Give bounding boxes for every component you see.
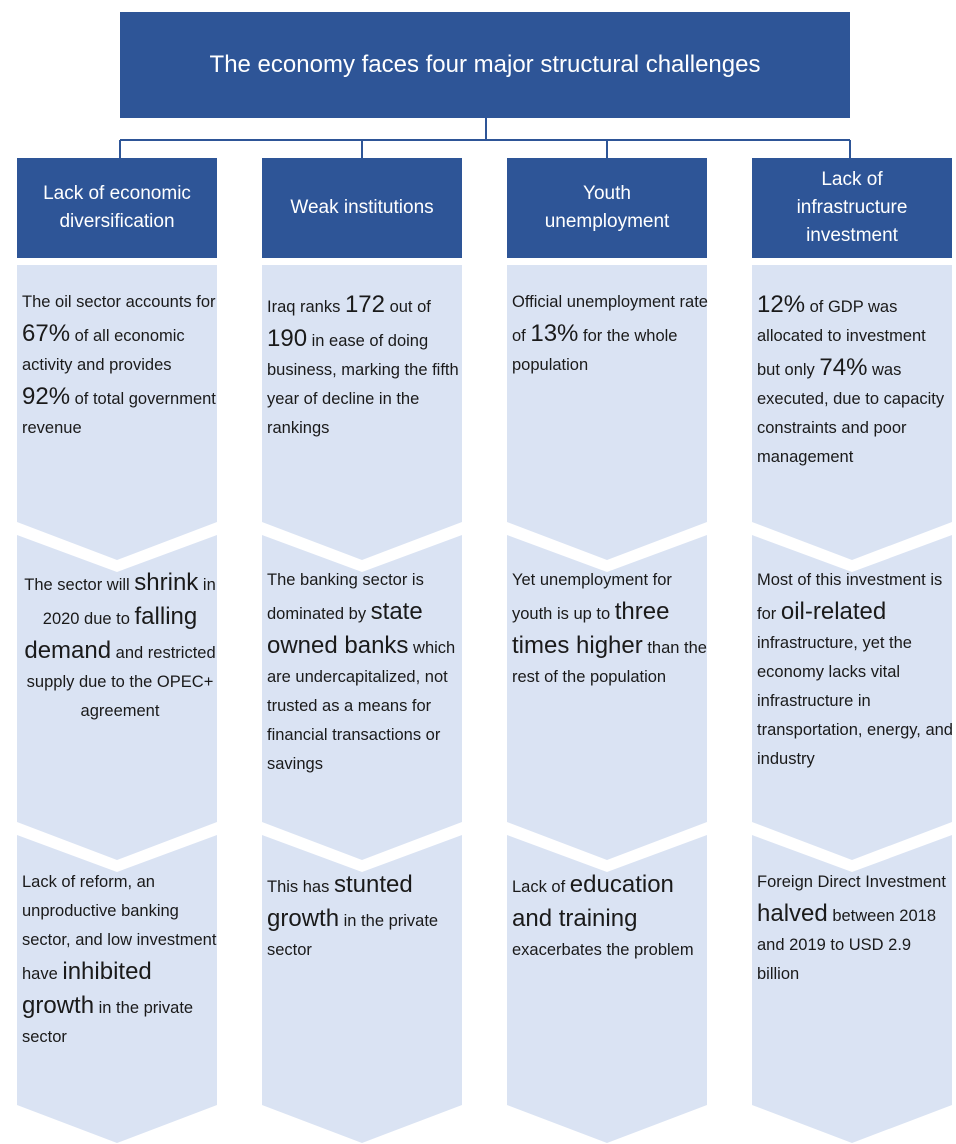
emphasis-text: state owned banks [267, 598, 423, 659]
text-run: infrastructure, yet the economy lacks vi… [757, 634, 953, 768]
emphasis-text: 190 [267, 325, 308, 352]
box-text: Most of this investment is for oil-relat… [757, 566, 953, 774]
chevron-box [507, 535, 707, 860]
text-run: The sector will [24, 576, 135, 594]
text-run: between 2018 and 2019 to USD 2.9 billion [757, 907, 936, 983]
text-run: in the private sector [22, 999, 194, 1046]
header-box [17, 158, 217, 258]
title: The economy faces four major structural … [209, 51, 761, 78]
box-text: 12% of GDP was allocated to investment b… [757, 288, 953, 472]
emphasis-text: stunted growth [267, 871, 413, 932]
chevron-box [262, 535, 462, 860]
text-run: The banking sector is dominated by [267, 571, 424, 623]
text-run: of GDP was allocated to investment but o… [757, 298, 926, 379]
emphasis-text: falling demand [24, 603, 198, 664]
text-run: out of [385, 298, 431, 316]
text-run: The oil sector accounts for [22, 293, 216, 311]
box-text: The oil sector accounts for 67% of all e… [22, 288, 218, 443]
text-run: Yet unemployment for youth is up to [512, 571, 672, 623]
box-text: The sector will shrink in 2020 due to fa… [22, 566, 218, 726]
text-run: of all economic activity and provides [22, 327, 185, 374]
chevron-box [262, 835, 462, 1143]
title-box [120, 12, 850, 118]
text-run: which are undercapitalized, not trusted … [267, 639, 456, 773]
box-text: Iraq ranks 172 out of 190 in ease of doi… [267, 288, 463, 443]
text-run: Official unemployment rate of [512, 293, 708, 345]
column-header: Lack of infrastructure investment [796, 169, 908, 246]
text-run: Iraq ranks [267, 298, 345, 316]
box-text: Foreign Direct Investment halved between… [757, 868, 953, 989]
text-run: was executed, due to capacity constraint… [757, 361, 945, 466]
emphasis-text: oil-related [780, 598, 887, 625]
chevron-box [17, 835, 217, 1143]
text-run: and restricted supply due to the OPEC+ a… [26, 644, 216, 720]
emphasis-text: 172 [344, 291, 385, 318]
text-run: This has [267, 878, 334, 896]
emphasis-text: 92% [22, 383, 71, 410]
text-run: Foreign Direct Investment [757, 873, 946, 891]
column-header: Weak institutions [290, 197, 434, 218]
box-text: This has stunted growth in the private s… [267, 868, 463, 965]
chevron-box [17, 535, 217, 860]
text-run: of total government revenue [22, 390, 216, 437]
box-text: The banking sector is dominated by state… [267, 566, 463, 779]
chevron-box [507, 835, 707, 1143]
connectors [119, 118, 851, 158]
header-box [262, 158, 462, 258]
text-run: in 2020 due to [42, 576, 216, 628]
column-header: Lack of economic diversification [43, 183, 191, 232]
text-run: in ease of doing business, marking the f… [267, 332, 459, 437]
column-header: Youth unemployment [544, 183, 670, 232]
chevron-box [752, 535, 952, 860]
emphasis-text: 12% [757, 291, 806, 318]
chevron-box [752, 265, 952, 560]
box-text: Lack of reform, an unproductive banking … [22, 868, 218, 1052]
box-text: Official unemployment rate of 13% for th… [512, 288, 708, 380]
text-run: Most of this investment is for [757, 571, 943, 623]
emphasis-text: 67% [22, 320, 71, 347]
box-text: Yet unemployment for youth is up to thre… [512, 566, 708, 692]
emphasis-text: halved [757, 900, 828, 927]
text-run: exacerbates the problem [512, 941, 694, 959]
emphasis-text: 13% [530, 320, 579, 347]
chevron-box [17, 265, 217, 560]
chevron-box [507, 265, 707, 560]
text-run: for the whole population [512, 327, 678, 374]
text-run: than the rest of the population [512, 639, 707, 686]
chevron-box [752, 835, 952, 1143]
emphasis-text: 74% [819, 354, 868, 381]
chevron-box [262, 265, 462, 560]
text-run: Lack of reform, an unproductive banking … [22, 873, 217, 983]
header-box [752, 158, 952, 258]
emphasis-text: inhibited growth [22, 958, 152, 1019]
emphasis-text: three times higher [512, 598, 670, 659]
text-run: Lack of [512, 878, 570, 896]
box-text: Lack of education and training exacerbat… [512, 868, 708, 965]
header-box [507, 158, 707, 258]
emphasis-text: education and training [512, 871, 674, 932]
emphasis-text: shrink [134, 569, 199, 596]
text-run: in the private sector [267, 912, 439, 959]
